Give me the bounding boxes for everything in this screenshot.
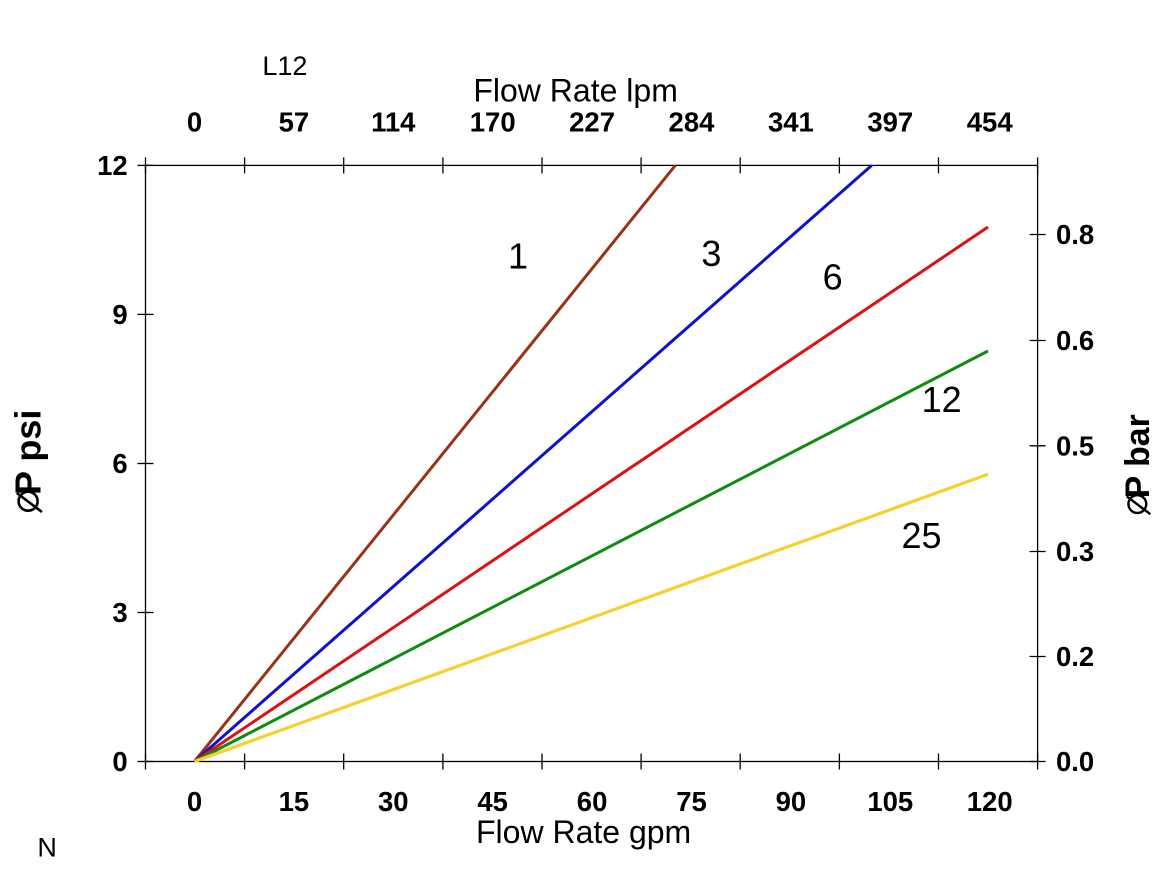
svg-text:P bar: P bar [1119,414,1157,498]
svg-text:90: 90 [776,786,807,817]
svg-text:57: 57 [279,107,310,138]
svg-text:L12: L12 [262,51,307,81]
svg-text:114: 114 [371,107,416,138]
svg-text:75: 75 [676,786,707,817]
svg-text:0: 0 [187,786,202,817]
svg-text:15: 15 [279,786,310,817]
svg-text:P psi: P psi [8,410,49,495]
svg-text:105: 105 [867,786,913,817]
svg-text:30: 30 [378,786,409,817]
svg-text:3: 3 [701,233,721,274]
svg-text:341: 341 [768,107,814,138]
svg-text:12: 12 [922,379,962,420]
svg-text:12: 12 [97,150,128,181]
svg-text:0.5: 0.5 [1056,431,1094,462]
svg-text:120: 120 [967,786,1013,817]
svg-text:3: 3 [112,597,127,628]
svg-text:45: 45 [477,786,508,817]
svg-text:6: 6 [823,257,843,298]
svg-text:0.6: 0.6 [1056,325,1094,356]
svg-text:0.8: 0.8 [1056,219,1094,250]
svg-text:397: 397 [867,107,913,138]
svg-text:6: 6 [112,448,127,479]
svg-text:0.0: 0.0 [1056,746,1094,777]
svg-text:25: 25 [901,515,941,556]
svg-text:Flow Rate lpm: Flow Rate lpm [473,73,678,109]
svg-text:170: 170 [470,107,516,138]
svg-text:0.2: 0.2 [1056,641,1094,672]
svg-text:227: 227 [569,107,615,138]
svg-text:0: 0 [112,746,127,777]
svg-text:Flow Rate gpm: Flow Rate gpm [476,814,691,850]
svg-text:284: 284 [669,107,716,138]
svg-text:9: 9 [112,299,127,330]
svg-text:454: 454 [967,107,1014,138]
svg-text:0.3: 0.3 [1056,536,1094,567]
svg-text:60: 60 [577,786,608,817]
svg-text:N: N [37,833,57,863]
svg-text:1: 1 [508,235,528,276]
svg-text:0: 0 [187,107,202,138]
